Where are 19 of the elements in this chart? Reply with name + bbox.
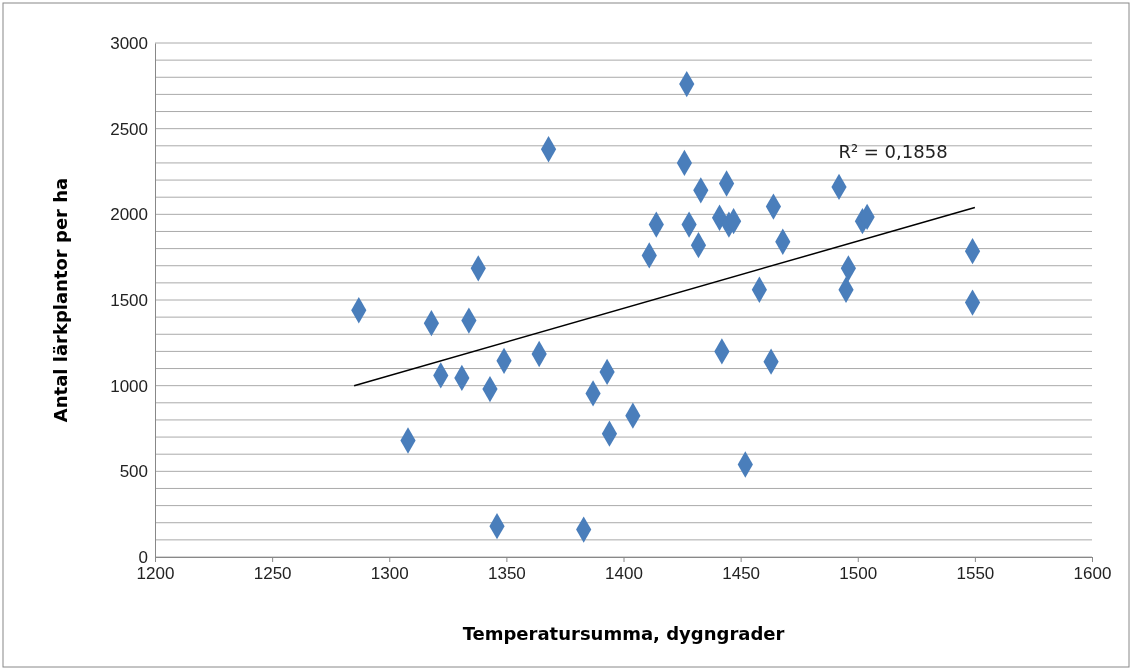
x-tick-label: 1300: [370, 564, 409, 583]
x-axis-title: Temperatursumma, dygngrader: [462, 623, 785, 644]
x-tick-label: 1450: [722, 564, 761, 583]
x-tick-label: 1500: [839, 564, 878, 583]
y-tick-label: 1000: [110, 376, 148, 396]
y-tick-label: 500: [119, 462, 148, 482]
x-tick-label: 1600: [1073, 564, 1112, 583]
y-tick-label: 2000: [110, 205, 148, 225]
x-tick-label: 1400: [605, 564, 643, 583]
y-tick-label: 1500: [110, 290, 148, 310]
y-tick-label: 0: [138, 547, 148, 567]
x-tick-label: 1550: [956, 564, 995, 583]
annotation: R² = 0,1858: [838, 141, 948, 162]
x-tick-label: 1350: [487, 564, 526, 583]
y-tick-label: 2500: [110, 119, 148, 139]
x-tick-label: 1250: [253, 564, 292, 583]
y-axis-title: Antal lärkplantor per ha: [50, 177, 71, 423]
x-tick-label: 1200: [136, 564, 175, 583]
y-tick-label: 3000: [110, 33, 148, 53]
